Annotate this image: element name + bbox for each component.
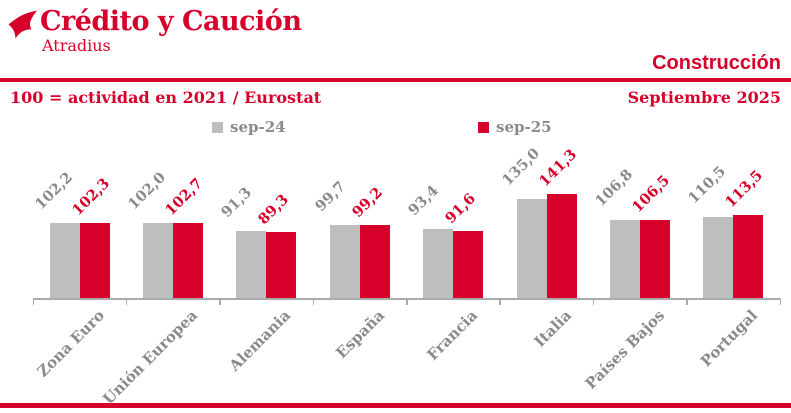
legend-swatch-sep-24 xyxy=(212,121,223,133)
value-label-sep-25-4: 91,6 xyxy=(442,189,480,227)
legend-label-sep-24: sep-24 xyxy=(230,118,286,136)
value-label-sep-25-3: 99,2 xyxy=(348,184,386,222)
value-label-sep-25-5: 141,3 xyxy=(535,146,580,191)
bar-sep-24-5 xyxy=(516,198,547,298)
bar-sep-25-0 xyxy=(79,222,110,298)
index-note: 100 = actividad en 2021 / Eurostat xyxy=(10,88,322,107)
bar-sep-25-5 xyxy=(546,194,577,298)
value-label-sep-24-2: 91,3 xyxy=(218,183,256,221)
bar-sep-24-7 xyxy=(703,216,734,298)
x-axis-tick xyxy=(32,298,34,305)
category-label-5: Italia xyxy=(530,306,575,351)
x-axis-tick xyxy=(592,298,595,305)
bar-sep-25-3 xyxy=(359,225,390,298)
x-axis-tick xyxy=(125,298,128,305)
value-label-sep-25-0: 102,3 xyxy=(68,174,113,219)
bar-sep-24-2 xyxy=(236,230,267,298)
bottom-divider-rule xyxy=(0,403,791,408)
value-label-sep-24-5: 135,0 xyxy=(498,144,543,189)
value-label-sep-24-4: 93,4 xyxy=(405,182,443,220)
brand-title: Crédito y Caución xyxy=(40,6,302,37)
category-label-6: Países Bajos xyxy=(581,306,668,393)
category-label-4: Francia xyxy=(423,306,482,364)
credito-y-caucion-logo-icon xyxy=(8,10,37,39)
x-axis-tick xyxy=(312,298,315,305)
value-label-sep-25-7: 113,5 xyxy=(722,166,767,211)
value-label-sep-24-3: 99,7 xyxy=(311,177,349,215)
value-label-sep-25-1: 102,7 xyxy=(162,174,207,219)
x-axis-tick xyxy=(219,298,221,305)
bar-sep-24-0 xyxy=(49,222,80,298)
bar-sep-25-6 xyxy=(639,219,670,298)
report-date: Septiembre 2025 xyxy=(627,88,781,107)
bar-sep-25-7 xyxy=(733,214,764,298)
legend-label-sep-25: sep-25 xyxy=(496,118,552,136)
brand-subtitle: Atradius xyxy=(42,36,111,55)
x-axis-tick xyxy=(406,298,408,305)
legend-item-sep-25: sep-25 xyxy=(478,118,552,136)
category-label-0: Zona Euro xyxy=(33,306,108,381)
bar-sep-24-6 xyxy=(609,219,640,298)
top-divider-rule xyxy=(0,78,791,82)
category-label-1: Unión Europea xyxy=(99,306,202,408)
bar-sep-25-4 xyxy=(453,230,484,298)
value-label-sep-25-2: 89,3 xyxy=(255,191,293,229)
x-axis-tick xyxy=(779,298,781,305)
category-label-2: Alemania xyxy=(226,306,295,375)
bar-sep-25-2 xyxy=(266,232,297,298)
x-axis-tick xyxy=(686,298,688,305)
bar-sep-25-1 xyxy=(173,222,204,298)
section-title: Construcción xyxy=(652,52,781,74)
category-label-3: España xyxy=(332,306,388,362)
value-label-sep-25-6: 106,5 xyxy=(628,171,674,216)
x-axis-tick xyxy=(499,298,501,305)
category-label-7: Portugal xyxy=(697,306,762,371)
legend-swatch-sep-25 xyxy=(478,121,489,133)
legend-item-sep-24: sep-24 xyxy=(212,118,286,136)
bar-sep-24-4 xyxy=(423,229,454,298)
bar-sep-24-1 xyxy=(143,223,174,298)
bar-sep-24-3 xyxy=(329,224,360,298)
